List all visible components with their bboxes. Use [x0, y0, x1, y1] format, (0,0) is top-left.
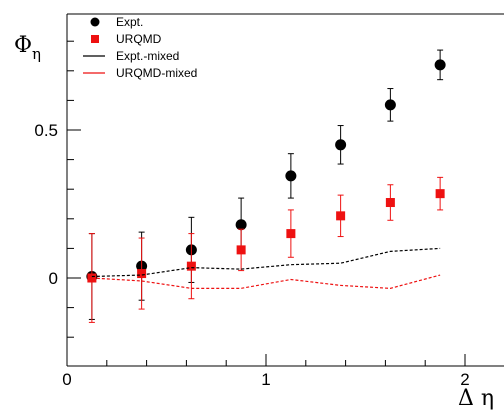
x-tick-label: 1: [261, 370, 270, 389]
axes: 0 1 2 0 0.5: [34, 13, 504, 389]
legend-marker: [91, 35, 99, 43]
plot-marks: [86, 49, 446, 323]
legend-label: Expt.: [116, 15, 143, 29]
data-point: [286, 229, 296, 239]
legend: Expt. URQMD Expt.-mixed URQMD-mixed: [83, 15, 197, 80]
series-expt-mixed: [91, 247, 441, 278]
data-point: [285, 170, 297, 182]
data-point: [236, 245, 246, 255]
legend-item: URQMD: [91, 32, 162, 46]
x-axis-title: Δ η: [458, 386, 494, 411]
y-axis-title-symbol: Φ: [14, 33, 32, 58]
legend-label: URQMD: [116, 32, 162, 46]
data-point: [137, 269, 147, 279]
series-urqmd-mixed: [91, 274, 441, 289]
data-point: [336, 211, 346, 221]
data-point: [435, 189, 445, 199]
data-point: [385, 198, 395, 208]
legend-marker: [90, 17, 100, 27]
y-tick-label: 0.5: [34, 121, 58, 140]
legend-label: URQMD-mixed: [116, 66, 197, 80]
data-point: [235, 219, 247, 231]
series-line: [91, 274, 441, 289]
data-point: [335, 139, 347, 151]
legend-item: Expt.: [90, 15, 143, 29]
x-tick-label: 0: [62, 370, 71, 389]
legend-item: Expt.-mixed: [83, 49, 179, 63]
data-point: [434, 59, 446, 71]
data-point: [186, 261, 196, 271]
x-tick-label: 2: [460, 370, 469, 389]
y-tick-label: 0: [49, 269, 58, 288]
legend-item: URQMD-mixed: [83, 66, 197, 80]
series-line: [91, 247, 441, 278]
y-axis-title: Φη: [14, 33, 41, 63]
y-axis-title-subscript: η: [32, 45, 41, 63]
data-point: [384, 99, 396, 111]
legend-label: Expt.-mixed: [116, 49, 179, 63]
